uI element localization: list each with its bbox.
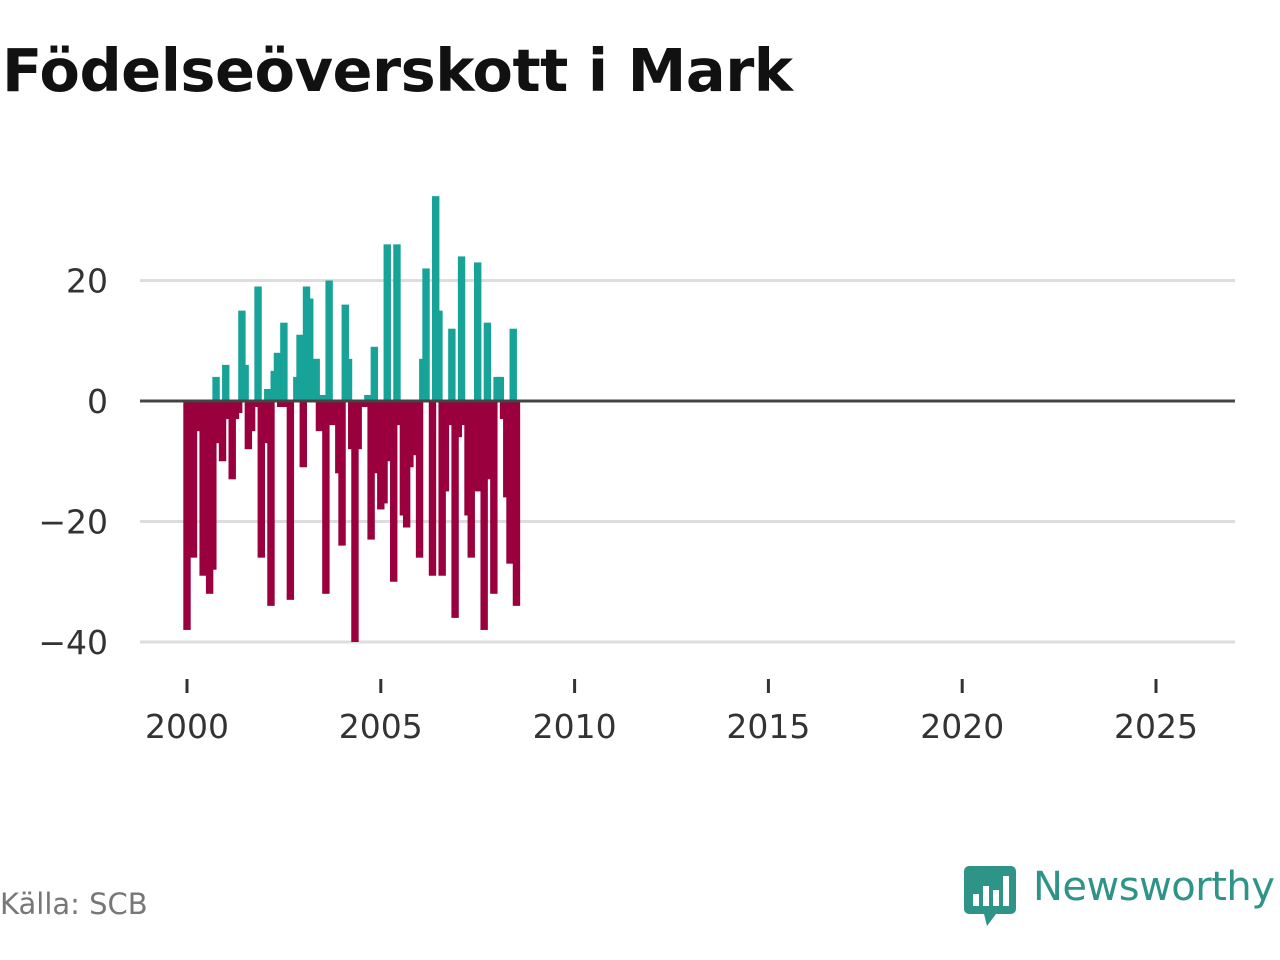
bar <box>251 401 259 408</box>
bar <box>238 310 246 402</box>
bar <box>247 401 256 432</box>
bar <box>296 334 304 401</box>
newsworthy-logo[interactable]: Newsworthy <box>964 864 1280 928</box>
bar <box>241 364 249 401</box>
bar-chart: 20 0 −20 −40 2000 2005 2010 2015 2020 2025 <box>38 196 1235 746</box>
bar <box>257 401 265 558</box>
bar <box>254 286 262 401</box>
bar <box>276 401 285 408</box>
bar <box>273 352 282 401</box>
bar <box>451 401 459 618</box>
bar-chart-speech-bubble-icon <box>964 866 1016 926</box>
source-note: Källa: SCB <box>0 887 148 921</box>
bar <box>354 401 362 450</box>
bar <box>341 304 349 401</box>
bar <box>496 376 505 401</box>
bar <box>351 401 359 642</box>
bar <box>299 401 307 468</box>
bar <box>267 401 275 606</box>
bar <box>318 394 327 401</box>
bar <box>286 401 295 600</box>
bar <box>367 401 375 540</box>
bar <box>432 196 440 401</box>
bar <box>435 310 443 402</box>
x-tick-label: 2025 <box>1114 707 1198 746</box>
bar <box>441 401 450 492</box>
bar <box>383 244 391 401</box>
x-tick-label: 2010 <box>533 707 617 746</box>
bar <box>338 401 346 546</box>
bar <box>212 376 220 401</box>
bar <box>315 401 324 432</box>
bar <box>306 298 314 401</box>
bar <box>234 401 243 414</box>
chart-title: Födelseöverskott i Mark <box>2 36 793 105</box>
bar <box>312 358 320 401</box>
brand-name: Newsworthy <box>1033 864 1275 910</box>
bar <box>428 401 437 576</box>
x-tick-label: 2020 <box>920 707 1004 746</box>
bar <box>209 401 217 570</box>
bar <box>457 256 466 401</box>
bar <box>183 401 191 630</box>
y-tick-label: −20 <box>38 503 108 542</box>
bar <box>415 401 424 558</box>
bar <box>364 394 372 401</box>
bar <box>189 401 198 558</box>
bar <box>218 401 227 462</box>
bar <box>260 401 269 444</box>
axes: 20 0 −20 −40 2000 2005 2010 2015 2020 2025 <box>38 262 1235 746</box>
bar <box>490 401 498 594</box>
bar <box>474 262 482 401</box>
bar <box>344 358 353 401</box>
bar <box>512 401 521 606</box>
bar <box>228 401 236 480</box>
bar <box>422 268 430 401</box>
bar <box>222 364 230 401</box>
bar <box>444 401 453 426</box>
bar <box>470 401 479 492</box>
y-tick-label: 0 <box>87 382 108 421</box>
bar <box>393 244 401 401</box>
bar <box>454 401 463 438</box>
bars <box>183 196 521 642</box>
bar <box>280 322 288 401</box>
y-tick-label: 20 <box>66 262 108 301</box>
bar <box>370 346 379 401</box>
bar <box>360 401 369 408</box>
x-tick-label: 2015 <box>726 707 810 746</box>
bar <box>322 401 330 594</box>
y-tick-label: −40 <box>38 623 108 662</box>
bar <box>264 388 272 401</box>
x-tick-label: 2000 <box>145 707 229 746</box>
bar <box>325 280 333 401</box>
bar <box>509 328 517 401</box>
x-tick-label: 2005 <box>339 707 423 746</box>
bar <box>380 401 388 504</box>
bar <box>480 401 488 630</box>
bar <box>506 401 514 564</box>
bar <box>483 322 492 401</box>
bar <box>448 328 456 401</box>
bar <box>390 401 398 582</box>
